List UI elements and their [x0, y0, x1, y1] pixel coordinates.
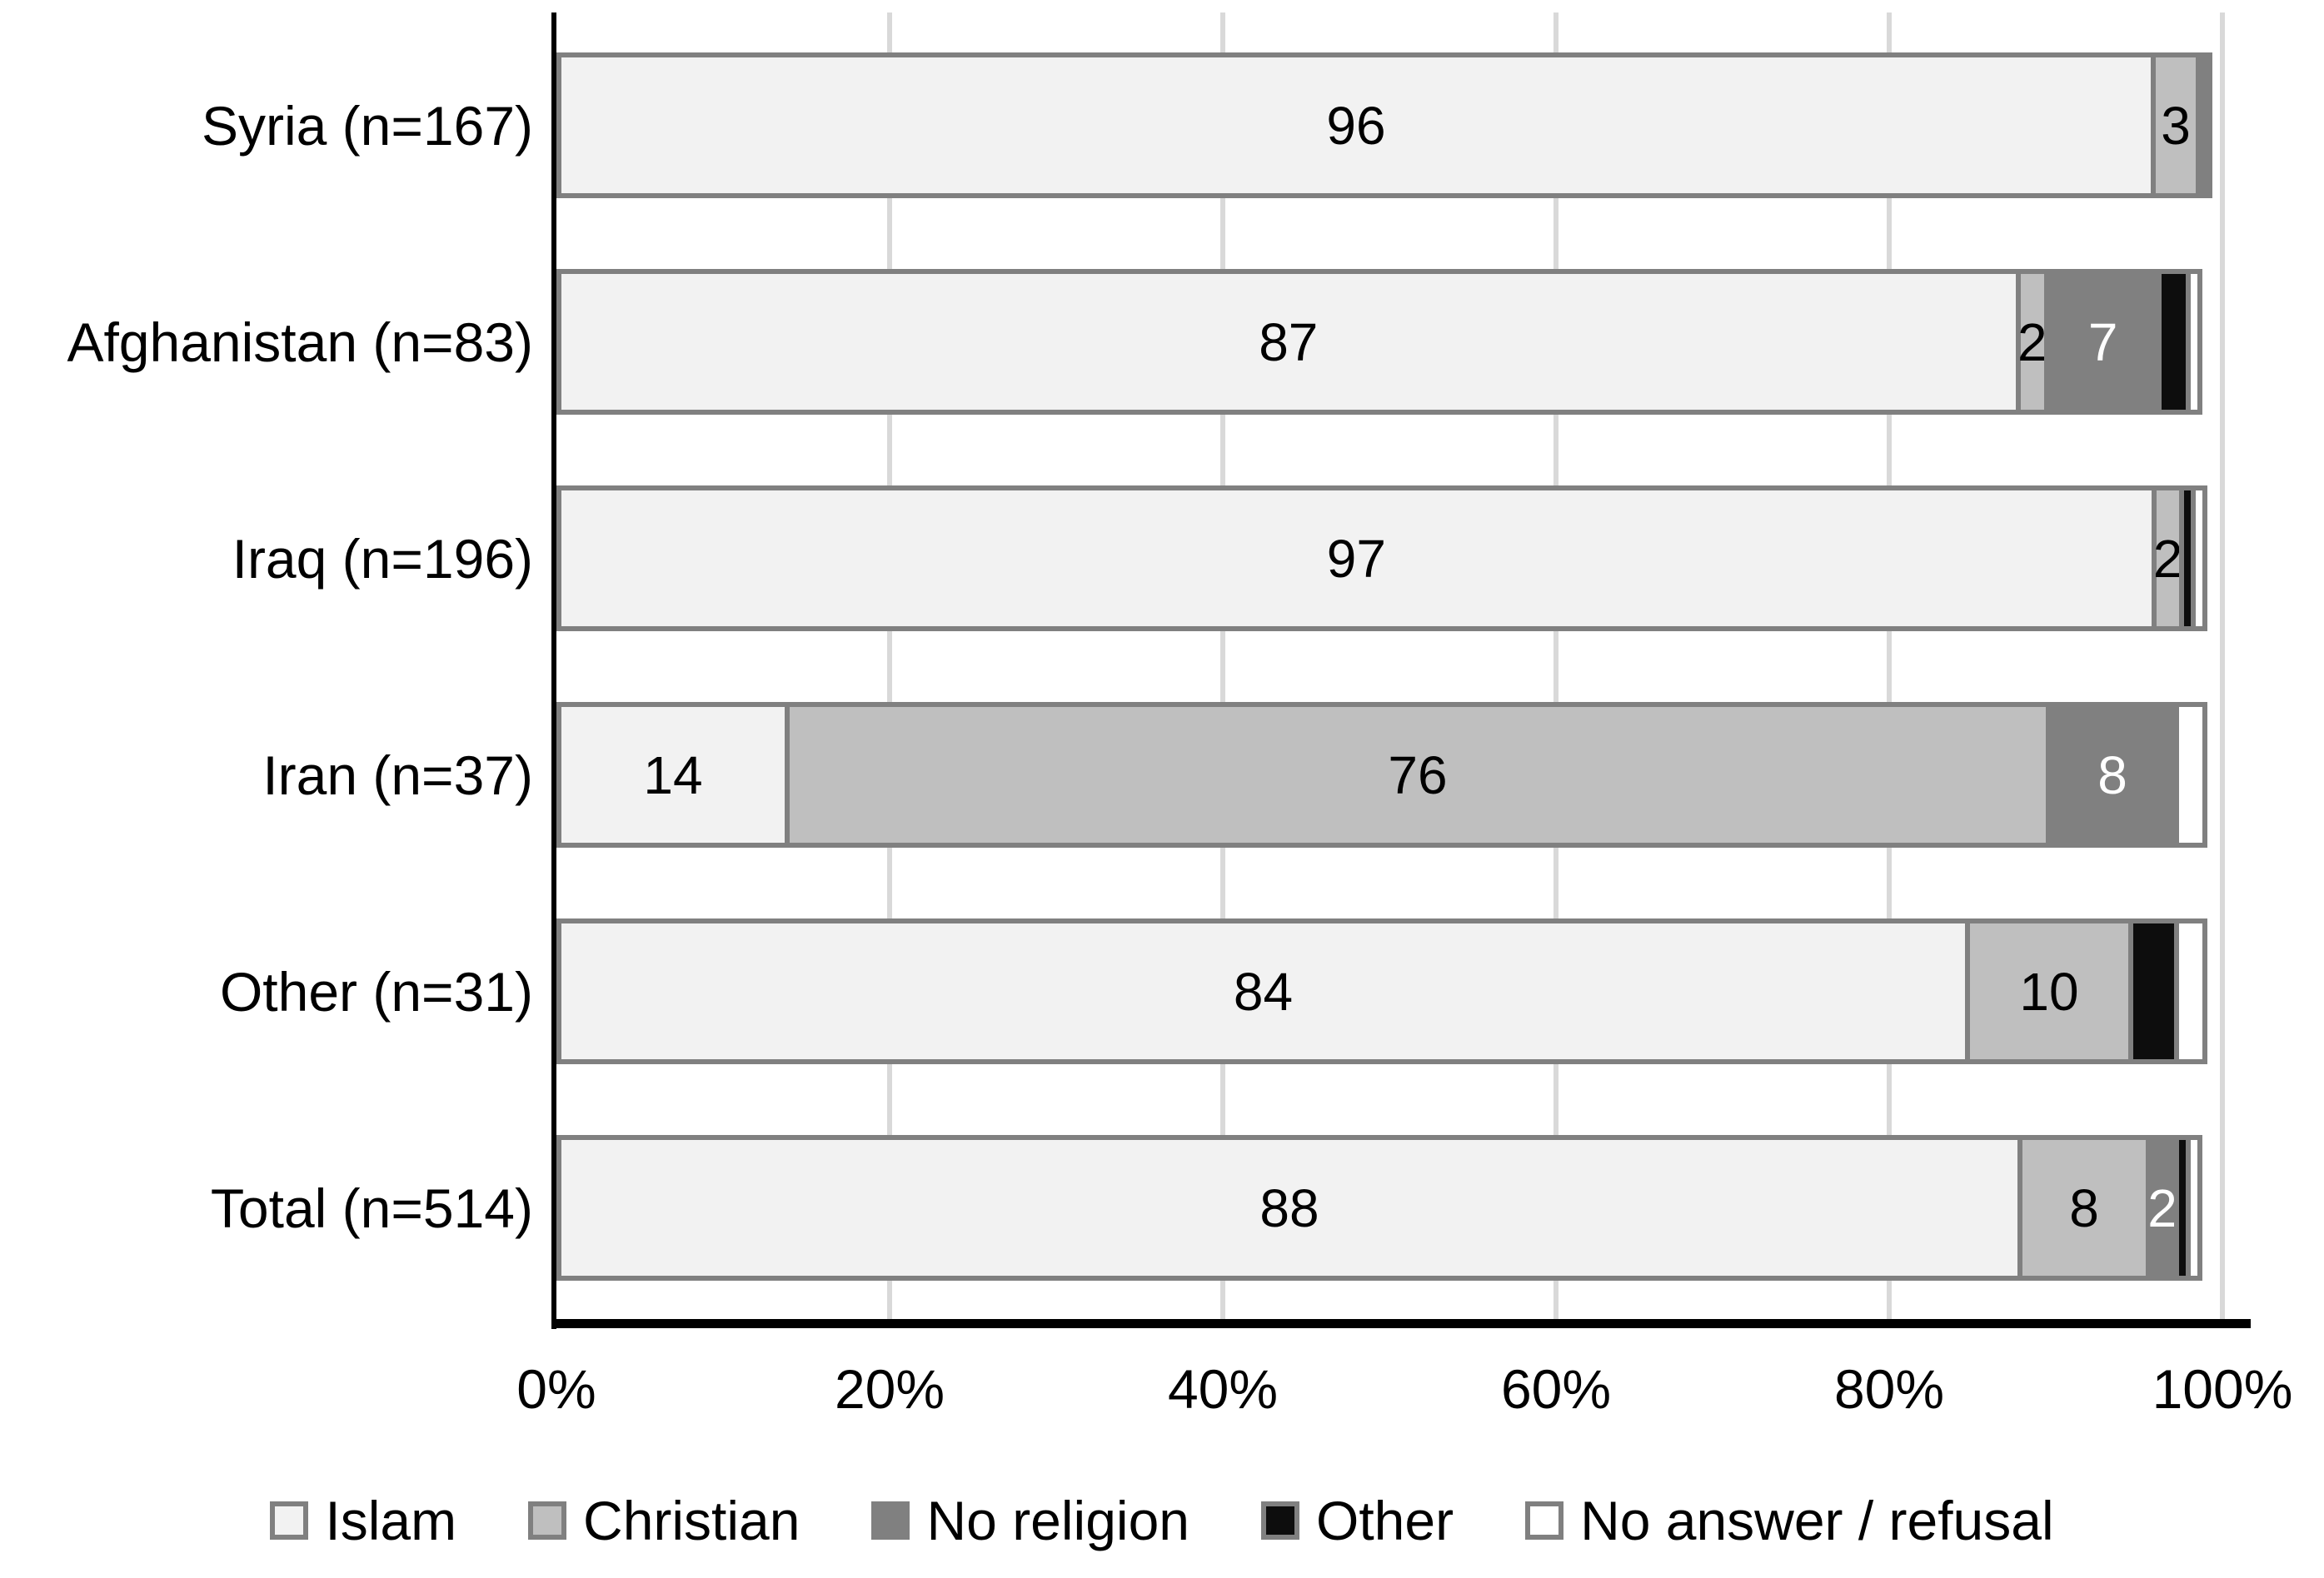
gridline-20pct — [887, 12, 892, 1319]
bar-segment-other — [2127, 918, 2179, 1064]
segment-value-label: 7 — [2087, 311, 2118, 372]
category-label-iran-n-37: Iran (n=37) — [262, 744, 533, 806]
category-label-afghanistan-n-83: Afghanistan (n=83) — [67, 311, 533, 373]
segment-value-label: 97 — [1326, 528, 1386, 589]
category-label-syria-n-167: Syria (n=167) — [201, 94, 533, 157]
segment-value-label: 2 — [2152, 528, 2183, 589]
bar-row-afghanistan-n-83: 87 2 7 — [556, 269, 2222, 415]
legend-label-no-answer-refusal: No answer / refusal — [1580, 1490, 2054, 1551]
segment-value-label: 10 — [2019, 961, 2079, 1022]
legend-item-no-answer-refusal: No answer / refusal — [1525, 1489, 2054, 1552]
legend-item-islam: Islam — [270, 1489, 456, 1552]
segment-value-label: 14 — [643, 744, 703, 805]
bar-segment-islam: 84 — [556, 918, 1970, 1064]
bar-segment-christian: 10 — [1964, 918, 2133, 1064]
gridline-100pct — [2220, 12, 2225, 1319]
category-label-iraq-n-196: Iraq (n=196) — [232, 527, 533, 590]
legend-swatch-other-icon — [1260, 1501, 1299, 1540]
bar-row-syria-n-167: 96 3 — [556, 52, 2222, 198]
gridline-40pct — [1220, 12, 1225, 1319]
legend-item-other: Other — [1260, 1489, 1454, 1552]
bar-segment-no-religion: 8 — [2046, 702, 2179, 848]
legend: Islam Christian No religion Other No answer … — [0, 1487, 2324, 1554]
bar-segment-islam: 87 — [556, 269, 2021, 415]
bar-segment-no-answer-refusal — [2174, 702, 2207, 848]
tick-label-0: 0% — [516, 1358, 596, 1420]
segment-value-label: 2 — [2017, 311, 2047, 372]
bar-segment-christian: 8 — [2017, 1135, 2151, 1281]
legend-label-christian: Christian — [583, 1490, 800, 1551]
bar-segment-no-answer-refusal — [2186, 1135, 2202, 1281]
bar-segment-no-answer-refusal — [2173, 918, 2207, 1064]
segment-value-label: 96 — [1326, 95, 1386, 156]
segment-value-label: 8 — [2069, 1177, 2099, 1238]
legend-swatch-christian-icon — [528, 1501, 567, 1540]
gridline-80pct — [1887, 12, 1892, 1319]
tick-label-100: 100% — [2152, 1358, 2293, 1420]
segment-value-label: 3 — [2161, 95, 2191, 156]
legend-label-islam: Islam — [325, 1490, 457, 1551]
gridline-60pct — [1553, 12, 1558, 1319]
y-axis-line — [551, 12, 556, 1329]
segment-value-label: 8 — [2097, 744, 2127, 805]
legend-label-no-religion: No religion — [926, 1490, 1189, 1551]
bar-row-other-n-31: 84 10 — [556, 918, 2222, 1064]
legend-swatch-islam-icon — [270, 1501, 309, 1540]
bar-row-iraq-n-196: 97 2 — [556, 485, 2222, 631]
bar-segment-no-religion: 7 — [2043, 269, 2162, 415]
segment-value-label: 88 — [1259, 1177, 1319, 1238]
legend-item-christian: Christian — [528, 1489, 800, 1552]
bar-segment-christian: 3 — [2151, 52, 2201, 198]
bar-segment-islam: 96 — [556, 52, 2156, 198]
segment-value-label: 87 — [1259, 311, 1319, 372]
tick-label-60: 60% — [1500, 1358, 1612, 1420]
bar-segment-islam: 97 — [556, 485, 2157, 631]
bar-row-iran-n-37: 14 76 8 — [556, 702, 2222, 848]
tick-label-80: 80% — [1833, 1358, 1945, 1420]
segment-value-label: 76 — [1388, 744, 1448, 805]
legend-swatch-no-answer-refusal-icon — [1525, 1501, 1564, 1540]
bar-row-total-n-514: 88 8 2 — [556, 1135, 2222, 1281]
legend-swatch-no-religion-icon — [871, 1501, 910, 1540]
tick-label-20: 20% — [834, 1358, 945, 1420]
legend-item-no-religion: No religion — [871, 1489, 1189, 1552]
tick-label-40: 40% — [1167, 1358, 1279, 1420]
bar-segment-no-religion — [2196, 52, 2212, 198]
category-label-other-n-31: Other (n=31) — [219, 960, 533, 1023]
bar-segment-christian: 76 — [785, 702, 2051, 848]
legend-label-other: Other — [1315, 1490, 1454, 1551]
category-label-total-n-514: Total (n=514) — [210, 1177, 533, 1239]
bar-segment-islam: 88 — [556, 1135, 2022, 1281]
bar-segment-islam: 14 — [556, 702, 790, 848]
bar-segment-no-answer-refusal — [2191, 485, 2207, 631]
bar-segment-no-answer-refusal — [2185, 269, 2202, 415]
x-axis-line — [551, 1319, 2251, 1328]
segment-value-label: 2 — [2147, 1177, 2177, 1238]
segment-value-label: 84 — [1233, 961, 1294, 1022]
